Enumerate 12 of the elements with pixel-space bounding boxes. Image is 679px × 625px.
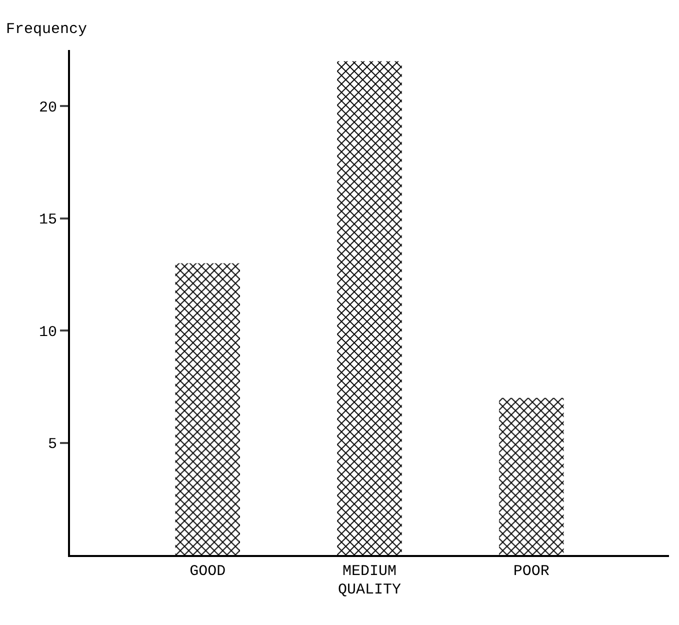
x-tick-label: POOR [513,563,550,580]
bar [175,263,240,555]
y-tick-label: 20 [38,99,57,116]
x-tick-label: MEDIUM [342,563,397,580]
bar [499,398,564,555]
x-axis-title: QUALITY [338,582,402,598]
y-axis-title: Frequency [6,21,88,38]
bar [337,61,402,555]
y-tick-label: 5 [48,436,57,454]
x-tick-label: GOOD [190,563,226,580]
y-tick-label: 15 [38,212,57,229]
y-tick-label: 10 [38,324,57,341]
